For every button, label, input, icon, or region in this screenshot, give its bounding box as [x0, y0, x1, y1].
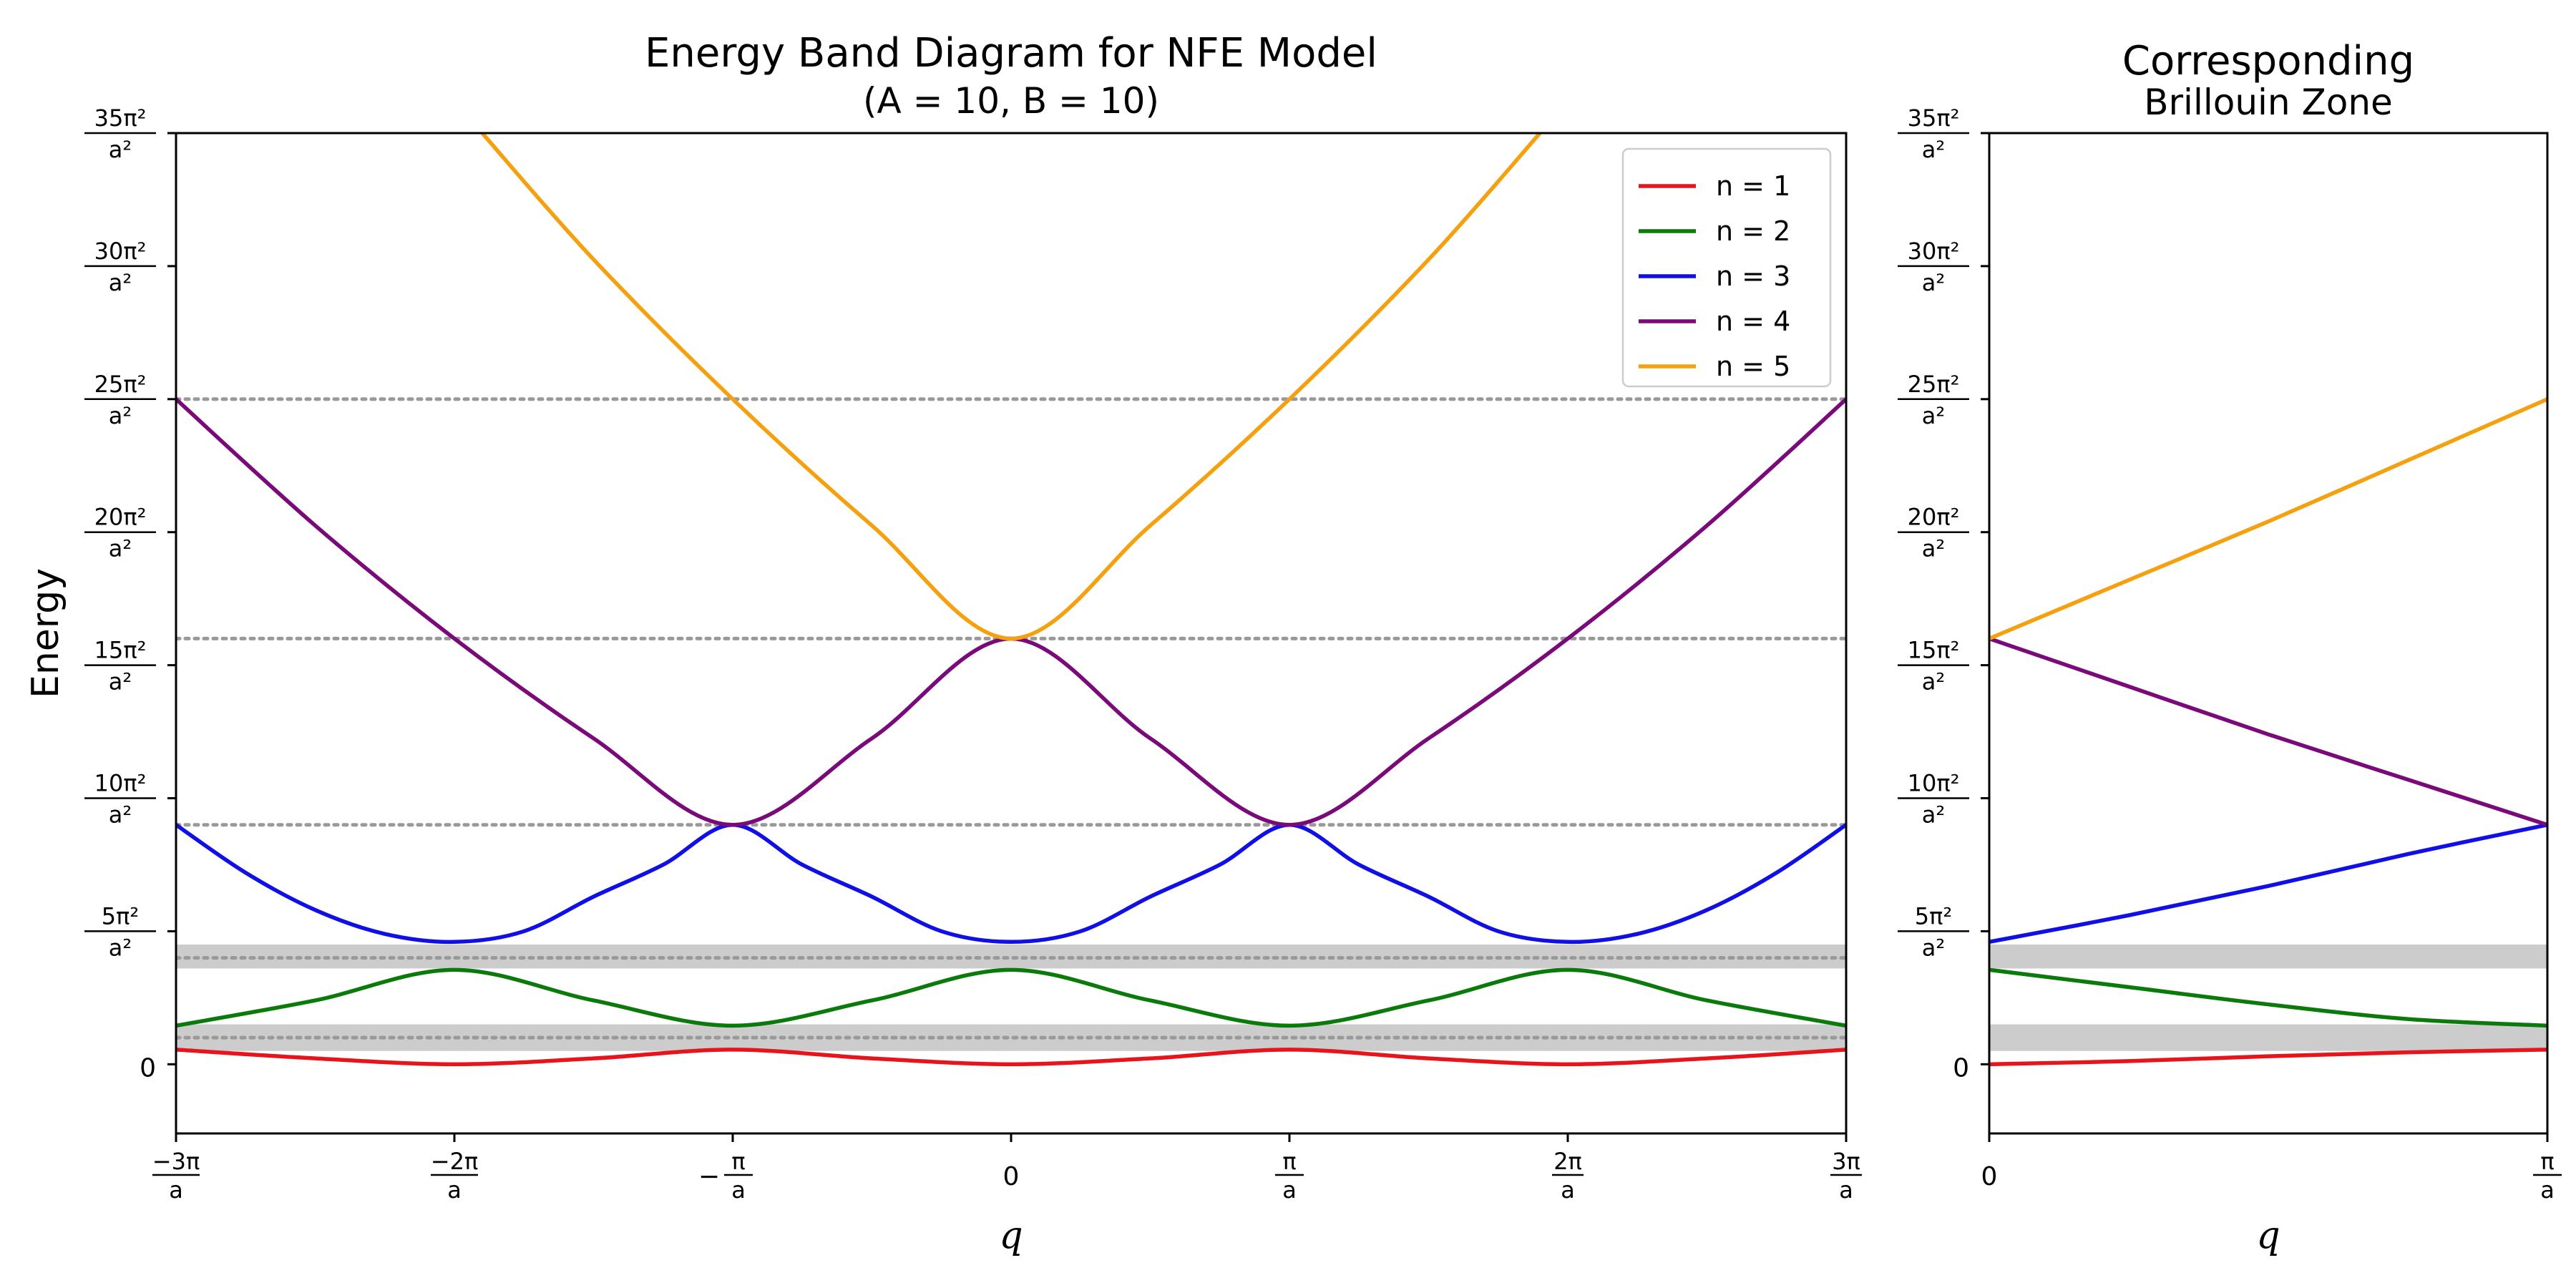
legend: n = 1 n = 2 n = 3 n = 4 n = 5	[1621, 147, 1832, 388]
y-tick-numerator: 10π²	[94, 770, 147, 797]
x-tick-label: πa	[1275, 1148, 1304, 1204]
y-tick-numerator: 25π²	[94, 371, 147, 398]
x-tick-numerator: 3π	[1832, 1148, 1860, 1175]
legend-label-band-1: n = 1	[1716, 170, 1790, 202]
y-tick-numerator: 35π²	[94, 104, 147, 132]
x-tick-numerator: π	[2540, 1148, 2554, 1175]
brillouin-zone-panel: 05π²a²10π²a²15π²a²20π²a²25π²a²30π²a²35π²…	[1898, 38, 2562, 1257]
chart-subtitle: Brillouin Zone	[2144, 82, 2393, 123]
y-tick-denominator: a²	[1922, 535, 1945, 562]
x-tick-label: −3πa	[152, 1148, 200, 1204]
y-tick-label: 5π² a²	[84, 902, 156, 961]
x-tick-numerator: −2π	[431, 1148, 478, 1175]
y-tick-label: 0	[140, 1053, 156, 1083]
y-tick-label: 30π² a²	[1898, 238, 1969, 296]
y-tick-label: 35π² a²	[84, 104, 156, 163]
y-tick-label: 25π² a²	[1898, 371, 1969, 429]
x-tick-numerator: π	[731, 1148, 745, 1175]
legend-label-band-2: n = 2	[1716, 215, 1790, 247]
series-line-band-1	[1989, 1048, 2547, 1067]
series-line-band-4	[1989, 636, 2547, 827]
x-tick-denominator: a	[1282, 1176, 1297, 1204]
series-line-band-3	[176, 822, 1846, 945]
x-tick-numerator: 2π	[1553, 1148, 1582, 1175]
y-tick-denominator: a²	[1922, 934, 1945, 961]
axes-frame	[1988, 132, 2549, 1135]
y-tick-numerator: 30π²	[1908, 238, 1960, 265]
y-tick-denominator: a²	[109, 402, 132, 429]
y-tick-numerator: 30π²	[94, 238, 147, 265]
x-tick-label: −2πa	[431, 1148, 478, 1204]
x-tick-label: 0	[1981, 1162, 1998, 1191]
y-tick-denominator: a²	[1922, 269, 1945, 296]
y-tick-numerator: 20π²	[94, 504, 147, 531]
y-tick-denominator: a²	[1922, 402, 1945, 429]
y-tick-label: 15π² a²	[1898, 637, 1969, 696]
x-tick-denominator: a	[169, 1176, 183, 1204]
series-line-band-3	[1989, 823, 2547, 945]
y-tick-numerator: 20π²	[1908, 504, 1960, 531]
legend-label-band-5: n = 5	[1716, 351, 1790, 382]
y-tick-denominator: a²	[109, 801, 132, 829]
chart-title: Corresponding	[2122, 38, 2414, 84]
y-tick-label: 25π² a²	[84, 371, 156, 429]
series-line-band-1	[176, 1048, 1846, 1067]
y-tick-denominator: a²	[1922, 136, 1945, 163]
y-tick-denominator: a²	[109, 934, 132, 961]
y-tick-denominator: a²	[109, 136, 132, 163]
y-tick-label: 5π² a²	[1898, 902, 1969, 961]
y-tick-denominator: a²	[1922, 668, 1945, 696]
x-tick-denominator: a	[1839, 1176, 1853, 1204]
x-tick-numerator: π	[1282, 1148, 1296, 1175]
legend-label-band-3: n = 3	[1716, 260, 1790, 292]
y-tick-denominator: a²	[109, 535, 132, 562]
y-tick-denominator: a²	[109, 668, 132, 696]
y-tick-label: 10π² a²	[1898, 770, 1969, 829]
x-tick-denominator: a	[2540, 1176, 2555, 1204]
y-tick-denominator: a²	[109, 269, 132, 296]
main-band-panel: 05π²a²10π²a²15π²a²20π²a²25π²a²30π²a²35π²…	[24, 30, 1862, 1257]
series-line-band-5	[1989, 397, 2547, 640]
band-gap-1	[1989, 1024, 2547, 1051]
y-tick-label: 20π² a²	[1898, 504, 1969, 562]
y-tick-numerator: 25π²	[1908, 371, 1960, 398]
series-line-band-2	[1989, 967, 2547, 1028]
x-tick-label: πa	[2533, 1148, 2562, 1204]
y-tick-numerator: 10π²	[1908, 770, 1960, 797]
y-tick-label: 15π² a²	[84, 637, 156, 696]
y-tick-numerator: 5π²	[102, 902, 139, 930]
y-tick-label: 20π² a²	[84, 504, 156, 562]
y-tick-label: 30π² a²	[84, 238, 156, 296]
chart-subtitle: (A = 10, B = 10)	[863, 80, 1159, 122]
band-gap-2	[1989, 945, 2547, 969]
y-tick-label: 35π² a²	[1898, 104, 1969, 163]
y-tick-numerator: 15π²	[94, 637, 147, 664]
y-tick-numerator: 5π²	[1915, 902, 1952, 930]
x-tick-denominator: a	[447, 1176, 462, 1204]
chart-title: Energy Band Diagram for NFE Model	[645, 30, 1377, 77]
legend-label-band-4: n = 4	[1716, 306, 1790, 337]
x-tick-label: 0	[1003, 1162, 1020, 1191]
y-tick-label: 0	[1953, 1053, 1969, 1083]
x-tick-denominator: a	[1561, 1176, 1575, 1204]
x-axis-label: q	[999, 1214, 1023, 1257]
y-axis-label: Energy	[24, 568, 67, 698]
y-tick-denominator: a²	[1922, 801, 1945, 829]
plot-area	[1989, 397, 2547, 1067]
x-tick-numerator: −3π	[152, 1148, 200, 1175]
series-line-band-2	[176, 967, 1846, 1028]
y-tick-label: 10π² a²	[84, 770, 156, 829]
x-axis-label: q	[2256, 1214, 2280, 1257]
x-tick-denominator: a	[731, 1176, 746, 1204]
legend-box	[1621, 147, 1832, 388]
series-line-band-5	[480, 133, 1542, 641]
x-tick-sign: −	[698, 1162, 720, 1191]
plot-area	[176, 133, 1846, 1067]
y-tick-numerator: 15π²	[1908, 637, 1960, 664]
y-tick-numerator: 35π²	[1908, 104, 1960, 132]
x-tick-label: −πa	[698, 1148, 753, 1204]
x-tick-label: 2πa	[1552, 1148, 1584, 1204]
x-tick-label: 3πa	[1830, 1148, 1862, 1204]
